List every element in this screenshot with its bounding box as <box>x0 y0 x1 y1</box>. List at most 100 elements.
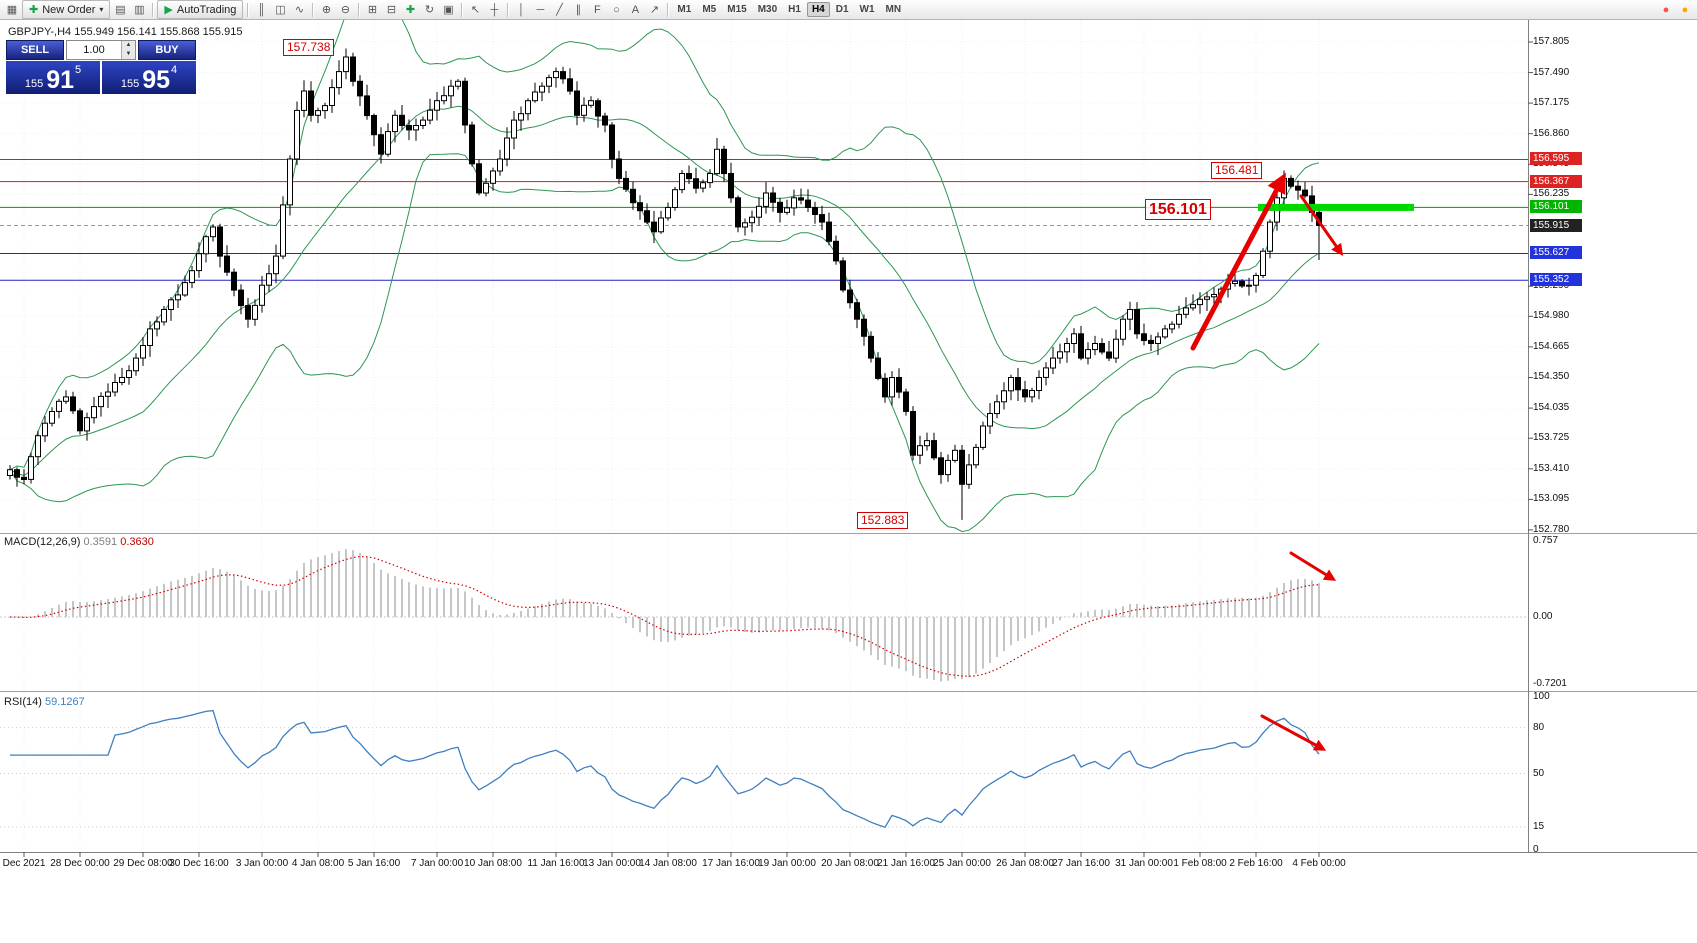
horizontal-line-icon[interactable]: ─ <box>536 3 545 16</box>
shapes-icon[interactable]: ○ <box>613 3 620 16</box>
toolbar: ▦ ✚ New Order ▾ ▤ ▥ ▶ AutoTrading ║ ◫ ∿ ⊕ ⊖ ⊞ ⊟ ✚ ↻ ▣ ↖ ┼ │ ─… <box>0 0 1697 20</box>
time-axis-label: 25 Jan 00:00 <box>933 858 991 869</box>
rsi-axis-label: 80 <box>1533 722 1545 733</box>
price-axis-label: 153.725 <box>1533 432 1570 443</box>
new-order-button[interactable]: ✚ New Order ▾ <box>22 0 111 19</box>
time-axis-label: 5 Jan 16:00 <box>347 858 401 869</box>
macd-down-arrow <box>1289 551 1337 581</box>
time-axis-label: 31 Jan 00:00 <box>1115 858 1173 869</box>
price-badge-156.101: 156.101 <box>1530 200 1582 213</box>
price-axis-label: 154.665 <box>1533 341 1570 352</box>
time-axis-label: 19 Jan 00:00 <box>758 858 816 869</box>
timeframe-w1-button[interactable]: W1 <box>859 4 875 15</box>
price-axis-label: 154.980 <box>1533 310 1570 321</box>
arrows-icon[interactable]: ↗ <box>649 3 660 16</box>
chart-profiles-icon[interactable]: ▤ <box>115 3 126 16</box>
toolbar-separator <box>312 2 314 17</box>
macd-main-value: 0.3591 <box>83 536 118 548</box>
trend-up-arrow <box>1190 172 1286 351</box>
buy-price-main: 95 <box>142 66 171 94</box>
time-axis-label: Dec 2021 <box>2 858 46 869</box>
volume-down-icon[interactable]: ▼ <box>122 50 135 59</box>
cycle-icon[interactable]: ↻ <box>424 3 435 16</box>
price-badge-156.595: 156.595 <box>1530 152 1582 165</box>
price-axis-label: 154.350 <box>1533 371 1570 382</box>
timeframe-m1-button[interactable]: M1 <box>677 4 692 15</box>
line-chart-icon[interactable]: ∿ <box>294 3 305 16</box>
timeframe-h4-button[interactable]: H4 <box>806 2 830 17</box>
zoom-out-icon[interactable]: ⊖ <box>340 3 351 16</box>
time-axis: Dec 2021 28 Dec 00:00 29 Dec 08:00 30 Dec 1… <box>0 858 1697 874</box>
one-click-trading-widget: SELL 1.00 ▲ ▼ BUY 155 91 5 155 95 4 <box>6 40 196 94</box>
autotrading-button-label: AutoTrading <box>176 3 237 16</box>
new-chart-icon[interactable]: ▦ <box>6 3 18 16</box>
toolbar-separator <box>358 2 360 17</box>
macd-axis-label: 0.00 <box>1533 611 1553 622</box>
annotation-high-price-label: 157.738 <box>283 39 335 56</box>
buy-price-panel[interactable]: 155 95 4 <box>102 61 196 94</box>
sell-button[interactable]: SELL <box>6 40 64 60</box>
timeframe-mn-button[interactable]: MN <box>885 4 902 15</box>
cursor-icon[interactable]: ↖ <box>470 3 481 16</box>
autotrading-button[interactable]: ▶ AutoTrading <box>157 0 244 19</box>
notification-icon[interactable]: ● <box>1681 3 1689 16</box>
bar-chart-icon[interactable]: ║ <box>257 3 266 16</box>
macd-title: MACD(12,26,9) <box>4 536 81 548</box>
sell-price-panel[interactable]: 155 91 5 <box>6 61 100 94</box>
time-axis-label: 13 Jan 00:00 <box>583 858 641 869</box>
time-axis-label: 10 Jan 08:00 <box>464 858 522 869</box>
time-axis-label: 3 Jan 00:00 <box>235 858 289 869</box>
vertical-line-icon[interactable]: │ <box>517 3 525 16</box>
sell-price-main: 91 <box>46 66 75 94</box>
crosshair-icon[interactable]: ┼ <box>490 3 499 16</box>
macd-indicator-label: MACD(12,26,9) 0.3591 0.3630 <box>4 536 154 548</box>
time-axis-label: 21 Jan 16:00 <box>877 858 935 869</box>
volume-field[interactable]: 1.00 ▲ ▼ <box>66 40 136 60</box>
toolbar-separator <box>247 2 249 17</box>
price-axis-label: 157.175 <box>1533 97 1570 108</box>
trendline-icon[interactable]: ╱ <box>556 3 563 16</box>
rsi-value: 59.1267 <box>44 696 85 708</box>
chart-window[interactable]: GBPJPY-,H4 155.949 156.141 155.868 155.9… <box>0 20 1697 943</box>
add-indicator-icon[interactable]: ✚ <box>405 3 416 16</box>
equidistant-channel-icon[interactable]: ∥ <box>575 3 582 16</box>
market-watch-icon[interactable]: ▥ <box>134 3 145 16</box>
buy-button[interactable]: BUY <box>138 40 196 60</box>
timeframe-m5-button[interactable]: M5 <box>702 4 717 15</box>
toolbar-separator <box>461 2 463 17</box>
new-order-button-icon: ✚ <box>29 4 39 16</box>
price-axis-label: 156.235 <box>1533 188 1570 199</box>
record-indicator-icon[interactable]: ● <box>1662 3 1670 16</box>
volume-stepper[interactable]: ▲ ▼ <box>121 41 135 59</box>
timeframe-m15-button[interactable]: M15 <box>727 4 747 15</box>
toolbar-separator <box>667 2 669 17</box>
rsi-down-arrow <box>1260 714 1327 751</box>
templates-icon[interactable]: ▣ <box>443 3 454 16</box>
cascade-windows-icon[interactable]: ⊟ <box>386 3 397 16</box>
text-icon[interactable]: A <box>631 3 640 16</box>
fibonacci-icon[interactable]: F <box>594 3 601 16</box>
price-badge-155.627: 155.627 <box>1530 246 1582 259</box>
volume-up-icon[interactable]: ▲ <box>122 41 135 50</box>
time-axis-label: 17 Jan 16:00 <box>702 858 760 869</box>
rsi-axis-label: 15 <box>1533 821 1545 832</box>
chart-canvas[interactable] <box>0 20 1697 943</box>
price-axis-label: 153.095 <box>1533 493 1570 504</box>
macd-axis-label: -0.7201 <box>1533 678 1567 689</box>
candlestick-chart-icon[interactable]: ◫ <box>275 3 286 16</box>
annotation-peak-price-label: 156.481 <box>1211 162 1263 179</box>
new-order-button-caret-icon: ▾ <box>99 5 104 14</box>
price-badge-156.367: 156.367 <box>1530 175 1582 188</box>
timeframe-d1-button[interactable]: D1 <box>835 4 849 15</box>
time-axis-label: 26 Jan 08:00 <box>996 858 1054 869</box>
macd-signal-value: 0.3630 <box>120 536 154 548</box>
timeframe-m30-button[interactable]: M30 <box>757 4 778 15</box>
buy-price-sup: 4 <box>171 64 178 76</box>
volume-value[interactable]: 1.00 <box>83 44 105 56</box>
time-axis-label: 2 Feb 16:00 <box>1229 858 1283 869</box>
tile-windows-icon[interactable]: ⊞ <box>367 3 378 16</box>
price-axis: 157.805157.490157.175156.860156.545156.2… <box>1530 20 1696 880</box>
reversal-down-arrow <box>1299 194 1344 256</box>
zoom-in-icon[interactable]: ⊕ <box>321 3 332 16</box>
timeframe-h1-button[interactable]: H1 <box>788 4 801 15</box>
